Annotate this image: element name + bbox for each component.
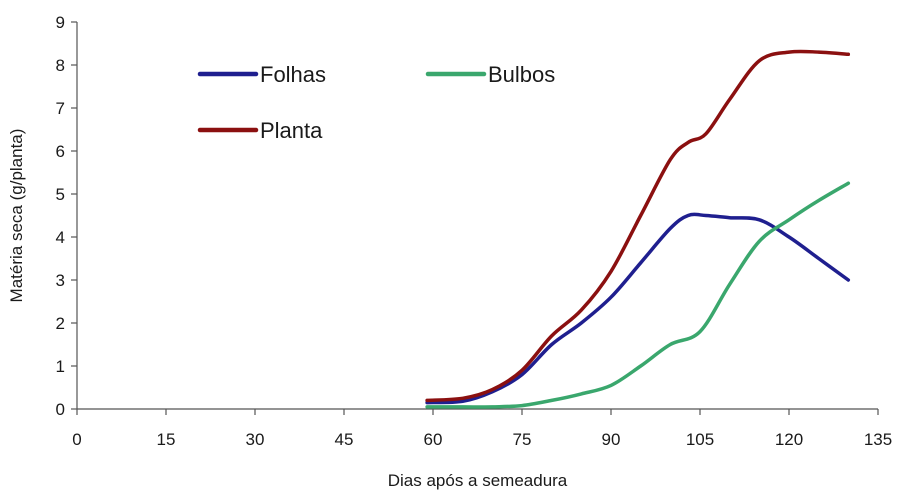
legend-entry-planta: Planta	[197, 118, 323, 143]
y-tick-label: 1	[56, 357, 65, 376]
y-tick-label: 7	[56, 99, 65, 118]
x-tick-label: 30	[246, 430, 265, 449]
y-tick-label: 0	[56, 400, 65, 419]
x-tick-label: 105	[686, 430, 714, 449]
x-tick-label: 45	[335, 430, 354, 449]
legend-label: Folhas	[260, 62, 326, 87]
x-tick-label: 75	[513, 430, 532, 449]
axes	[71, 21, 879, 415]
y-axis-title: Matéria seca (g/planta)	[7, 129, 26, 303]
y-tick-label: 9	[56, 13, 65, 32]
legend: Folhas Bulbos Planta	[197, 62, 555, 143]
legend-label: Bulbos	[488, 62, 555, 87]
series-lines	[425, 49, 851, 409]
y-tick-label: 3	[56, 271, 65, 290]
x-tick-label: 120	[775, 430, 803, 449]
x-tick-label: 15	[157, 430, 176, 449]
y-tick-label: 5	[56, 185, 65, 204]
legend-entry-bulbos: Bulbos	[425, 62, 555, 87]
y-tick-label: 6	[56, 142, 65, 161]
y-tick-label: 4	[56, 228, 65, 247]
y-tick-label: 8	[56, 56, 65, 75]
x-axis-title: Dias após a semeadura	[388, 471, 568, 490]
legend-entry-folhas: Folhas	[197, 62, 326, 87]
series-line-folhas	[425, 212, 851, 405]
series-line-planta	[425, 49, 851, 403]
x-tick-label: 60	[424, 430, 443, 449]
legend-label: Planta	[260, 118, 323, 143]
x-tick-label: 0	[72, 430, 81, 449]
x-tick-label: 135	[864, 430, 892, 449]
series-line-bulbos	[425, 181, 851, 409]
y-tick-label: 2	[56, 314, 65, 333]
x-tick-label: 90	[602, 430, 621, 449]
